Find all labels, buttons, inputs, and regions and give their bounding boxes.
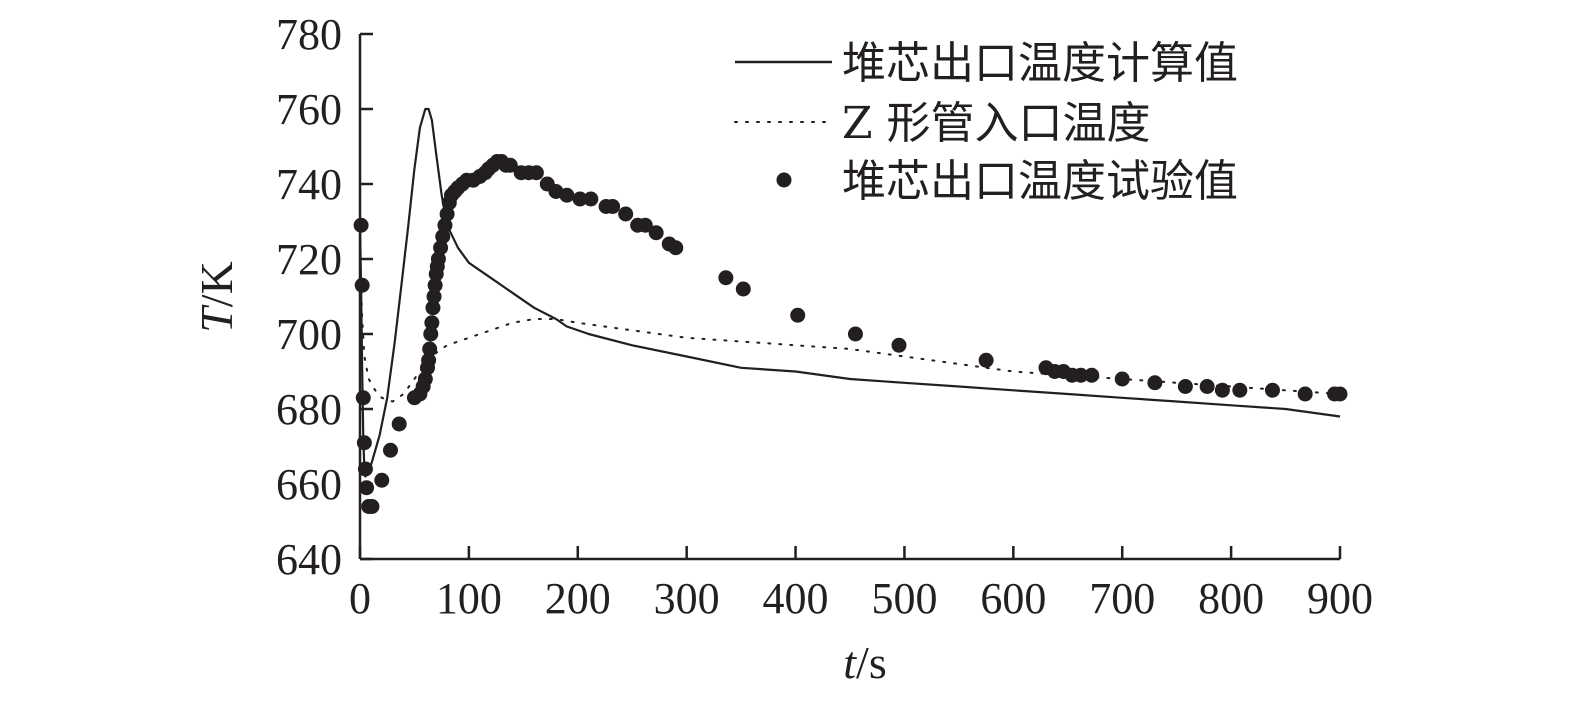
y-tick-label: 680 xyxy=(276,385,342,434)
x-tick-label: 0 xyxy=(349,574,371,623)
y-tick-label: 780 xyxy=(276,10,342,59)
test-data-point xyxy=(357,461,373,477)
test-data-point xyxy=(355,390,371,406)
y-tick-label: 720 xyxy=(276,235,342,284)
test-data-point xyxy=(417,371,433,387)
y-tick-label: 640 xyxy=(276,535,342,584)
test-data-point xyxy=(502,157,518,173)
test-data-point xyxy=(430,251,446,267)
test-data-point xyxy=(1297,386,1313,402)
y-tick-label: 700 xyxy=(276,310,342,359)
test-data-point xyxy=(668,240,684,256)
test-data-point xyxy=(433,240,449,256)
test-data-point xyxy=(618,206,634,222)
x-tick-label: 200 xyxy=(545,574,611,623)
x-tick-label: 500 xyxy=(871,574,937,623)
test-data-point xyxy=(891,337,907,353)
test-data-point xyxy=(364,499,380,514)
x-axis-title: t/s xyxy=(843,637,886,688)
x-tick-label: 600 xyxy=(980,574,1046,623)
test-data-point xyxy=(424,315,440,331)
test-data-point xyxy=(421,352,437,368)
test-data-point xyxy=(391,416,407,432)
test-data-point xyxy=(382,442,398,458)
test-data-point xyxy=(605,199,621,214)
test-data-point xyxy=(1264,382,1280,398)
test-data-point xyxy=(437,217,453,233)
test-data-point xyxy=(648,225,664,241)
test-data-point xyxy=(423,326,439,342)
test-data-point xyxy=(427,277,443,293)
test-data-point xyxy=(1114,371,1130,387)
test-data-point xyxy=(426,289,442,304)
test-data-point xyxy=(1073,367,1089,383)
test-data-point xyxy=(978,352,994,368)
ticks: 640 660 680 700 720 740 760 780 0 100 200 300 400 500… xyxy=(276,10,1373,623)
test-data-point xyxy=(1232,382,1248,398)
test-data-point xyxy=(359,480,375,496)
test-data-point xyxy=(572,191,588,207)
x-tick-label: 800 xyxy=(1198,574,1264,623)
y-tick-label: 740 xyxy=(276,160,342,209)
x-tick-label: 400 xyxy=(763,574,829,623)
y-tick-label: 660 xyxy=(276,460,342,509)
test-data-point xyxy=(1084,367,1100,383)
test-data-point xyxy=(439,206,455,222)
test-data-point xyxy=(637,217,653,233)
y-tick-label: 760 xyxy=(276,85,342,134)
test-data-point xyxy=(528,165,544,181)
plot-area xyxy=(353,107,1348,514)
test-data-point xyxy=(1332,386,1348,402)
legend: 堆芯出口温度计算值 Z 形管入口温度 堆芯出口温度试验值 xyxy=(734,38,1238,207)
y-axis-title: T/K xyxy=(191,261,242,333)
x-tick-label: 900 xyxy=(1307,574,1373,623)
test-data-point xyxy=(422,341,438,357)
test-data-point xyxy=(847,326,863,342)
test-data-point xyxy=(735,281,751,297)
test-data-point xyxy=(718,270,734,286)
legend-label-calc: 堆芯出口温度计算值 xyxy=(842,38,1238,89)
test-data-point xyxy=(374,472,390,488)
test-data-point xyxy=(425,300,441,316)
legend-swatch-test xyxy=(776,172,792,188)
test-data-point xyxy=(1147,375,1163,391)
legend-label-test: 堆芯出口温度试验值 xyxy=(842,156,1238,207)
series-line-inlet-temperature xyxy=(359,258,1341,403)
test-data-point xyxy=(583,191,599,207)
test-data-point xyxy=(559,187,575,203)
x-tick-label: 300 xyxy=(654,574,720,623)
series-line-calculated xyxy=(358,107,1341,478)
x-tick-label: 100 xyxy=(436,574,502,623)
test-data-point xyxy=(354,277,370,293)
legend-label-inlet: Z 形管入口温度 xyxy=(842,98,1151,149)
test-data-point xyxy=(790,307,806,323)
test-data-point xyxy=(1177,379,1193,394)
x-tick-label: 700 xyxy=(1089,574,1155,623)
test-data-point xyxy=(1199,379,1215,394)
test-data-point xyxy=(435,229,451,244)
test-data-point xyxy=(1214,382,1230,398)
axes xyxy=(358,34,1340,561)
